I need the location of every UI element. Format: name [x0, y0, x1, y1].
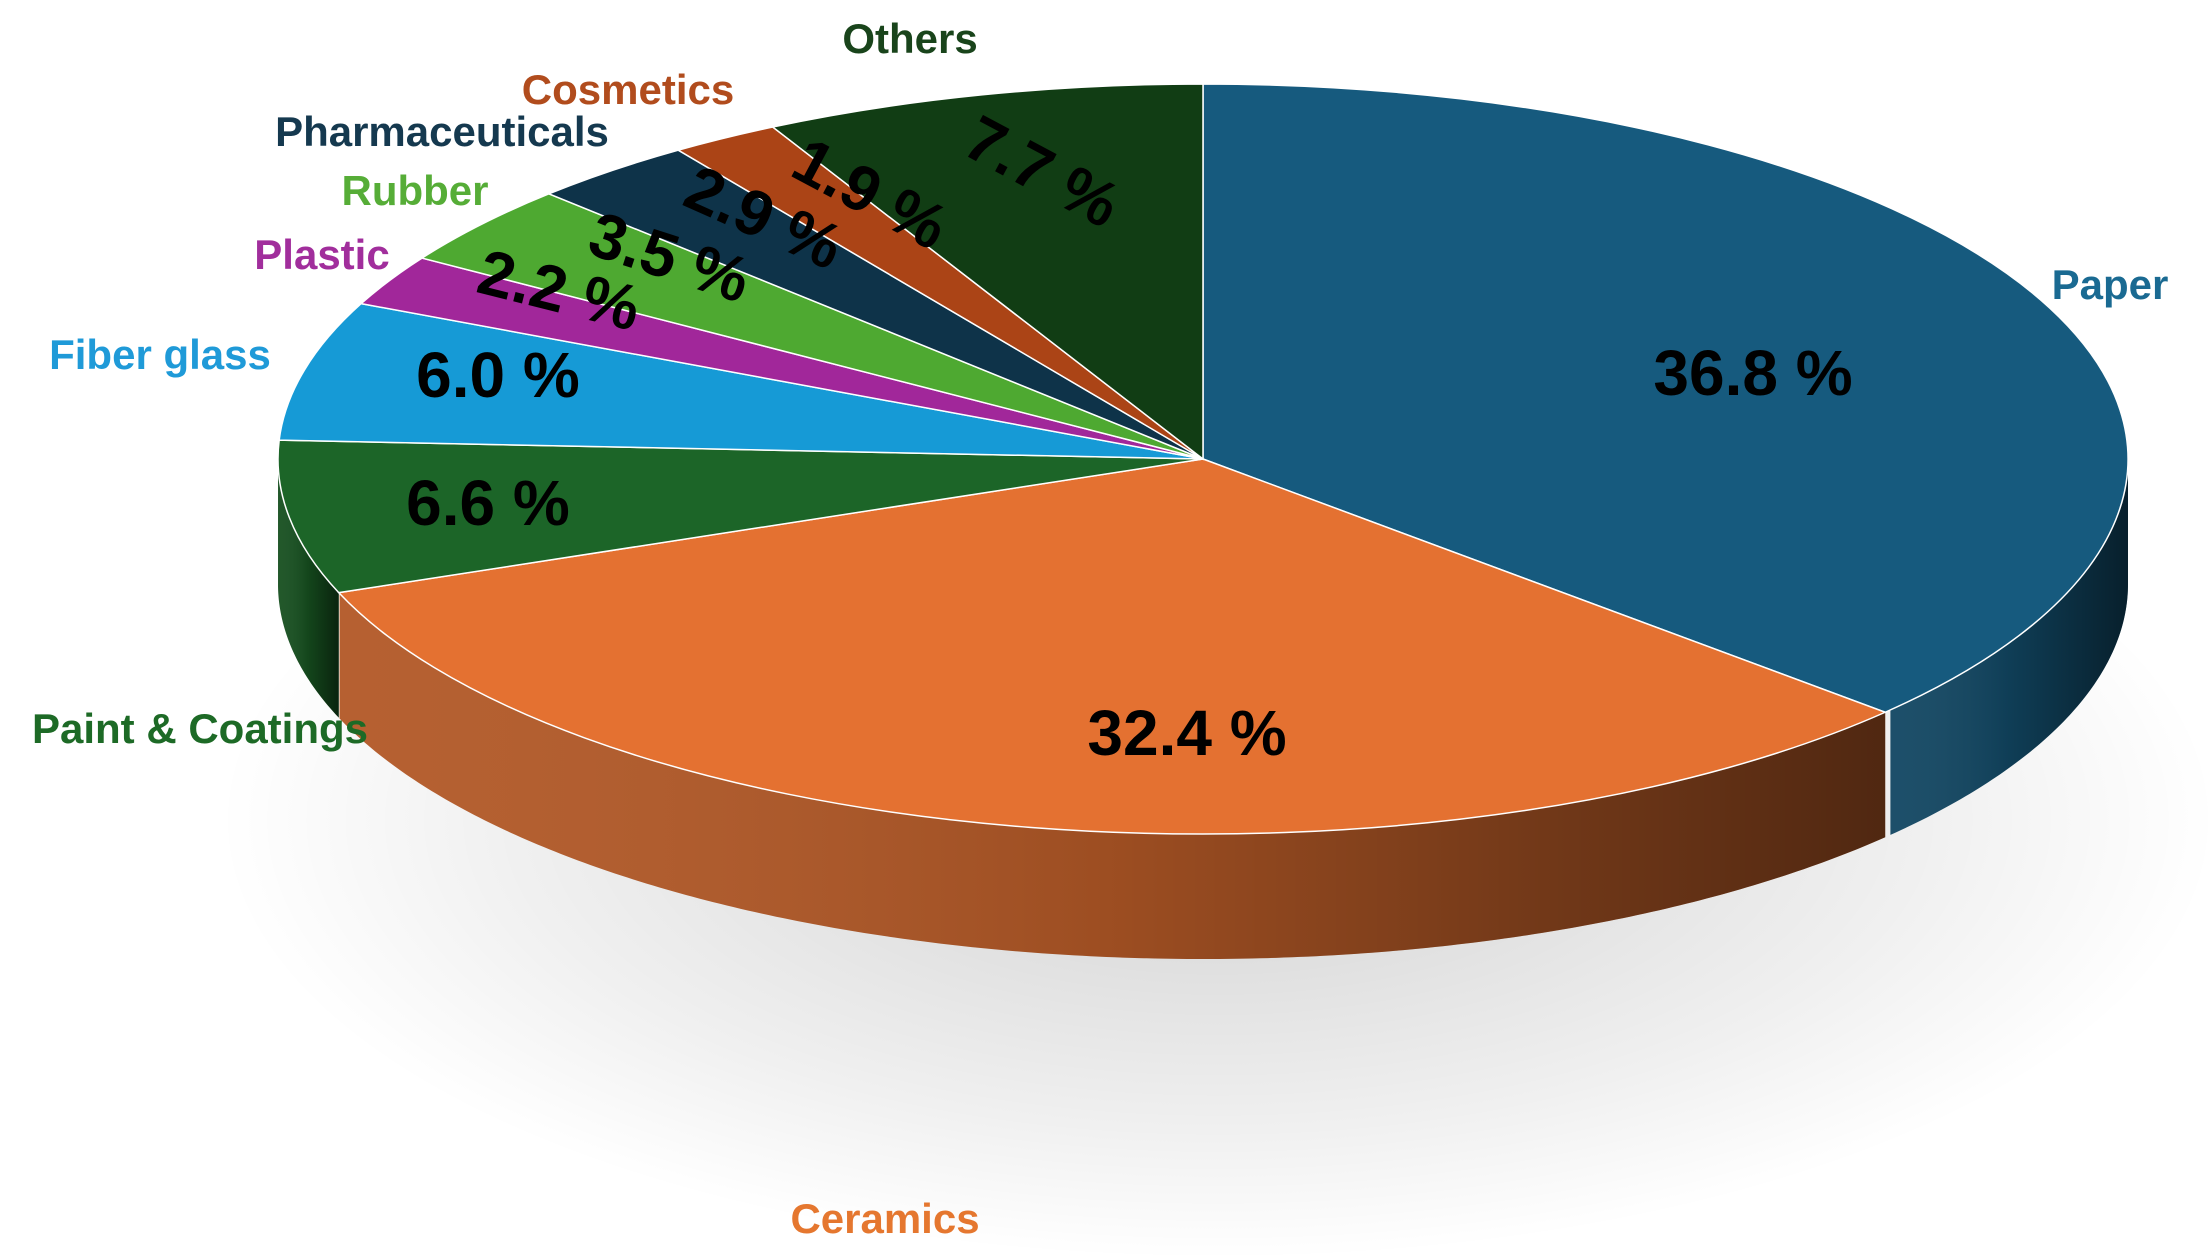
- pie-category-labels: Paper Ceramics Paint & Coatings Fiber glass…: [32, 15, 2168, 1242]
- pie-side-shade-paper: [1890, 459, 2128, 835]
- pie-top-layer: [277, 83, 2129, 835]
- category-label-ceramics: Ceramics: [790, 1195, 979, 1242]
- category-label-fiber-glass: Fiber glass: [49, 331, 271, 378]
- pie-side-shade-paint-coatings: [278, 461, 339, 718]
- pie-side-shade-ceramics: [339, 593, 1886, 959]
- value-label-fiber-glass: 6.0 %: [416, 339, 580, 411]
- category-label-rubber: Rubber: [342, 167, 489, 214]
- pie-slice-paper[interactable]: [1202, 83, 2129, 714]
- value-label-paper: 36.8 %: [1653, 337, 1852, 409]
- category-label-paint-coatings: Paint & Coatings: [32, 705, 368, 752]
- pie-slice-fiber-glass[interactable]: [278, 302, 1204, 460]
- pie-slice-others[interactable]: [770, 83, 1204, 461]
- pie-slice-paint-coatings[interactable]: [277, 439, 1204, 594]
- category-label-paper: Paper: [2052, 261, 2169, 308]
- category-label-plastic: Plastic: [254, 231, 389, 278]
- pie-side-layer: [278, 459, 2128, 959]
- value-label-paint-coatings: 6.6 %: [406, 467, 570, 539]
- category-label-cosmetics: Cosmetics: [522, 66, 734, 113]
- value-label-ceramics: 32.4 %: [1087, 697, 1286, 769]
- pie-slice-rubber[interactable]: [420, 193, 1204, 460]
- category-label-pharmaceuticals: Pharmaceuticals: [275, 108, 609, 155]
- category-label-others: Others: [842, 15, 977, 62]
- pie-slice-ceramics[interactable]: [337, 458, 1888, 835]
